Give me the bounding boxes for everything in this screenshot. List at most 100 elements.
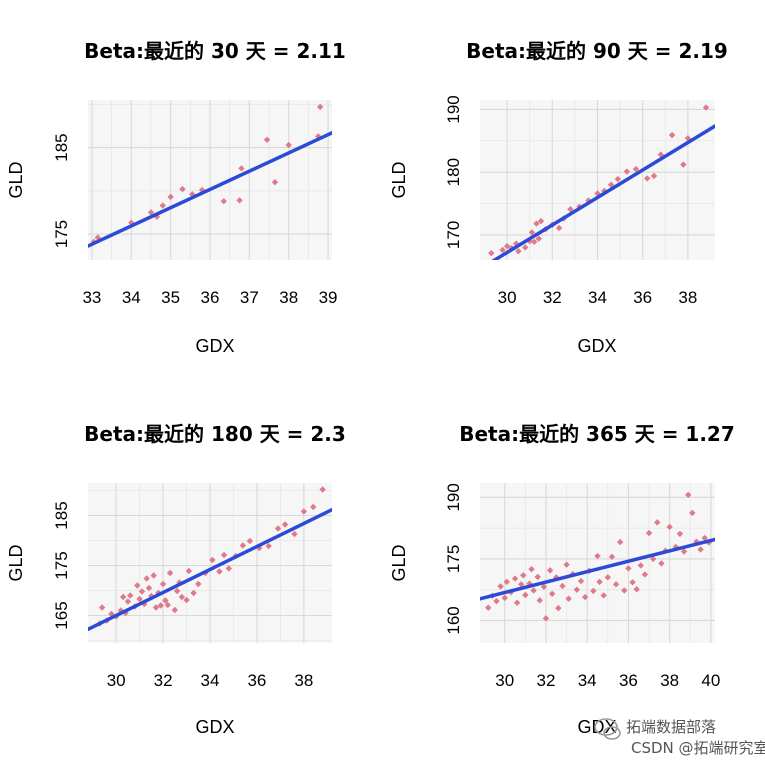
watermark-source: CSDN @拓端研究室 (631, 739, 765, 757)
x-tick-label: 36 (619, 671, 638, 690)
data-point (511, 575, 519, 582)
x-tick-label: 32 (543, 288, 562, 307)
data-point (555, 224, 563, 232)
data-point (136, 595, 143, 603)
y-tick-label: 175 (52, 220, 71, 248)
data-point (650, 172, 658, 180)
data-point (515, 248, 522, 255)
regression-line (88, 131, 332, 248)
data-point (522, 591, 529, 599)
data-point (684, 135, 692, 142)
data-point (183, 596, 190, 604)
data-point (178, 593, 186, 601)
y-axis-label: GLD (389, 161, 409, 198)
y-tick-label: 170 (444, 221, 463, 249)
data-point (164, 601, 171, 609)
data-point (134, 582, 141, 589)
x-tick-label: 32 (537, 671, 556, 690)
data-point (528, 565, 535, 573)
data-point (147, 209, 155, 216)
data-point (159, 202, 166, 209)
data-point (573, 586, 581, 593)
data-point (614, 175, 622, 183)
data-point (159, 580, 167, 588)
y-tick-label: 185 (52, 501, 71, 529)
data-point (157, 602, 164, 609)
x-tick-label: 34 (588, 288, 607, 307)
data-point (520, 572, 527, 579)
chart-panel-1: 33 34 35 36 37 38 39 175 185 Beta:最近的 30 天 = 2.11… (6, 39, 346, 356)
chart-panel-3: 30 32 34 36 38 165 175 185 Beta:最近的 180 天 = 2.3 G… (6, 422, 346, 737)
x-tick-label: 30 (498, 288, 517, 307)
data-point (271, 178, 279, 186)
data-point (531, 238, 538, 246)
data-point (171, 606, 179, 614)
data-point (300, 508, 308, 515)
data-point (513, 599, 521, 606)
chart-title: Beta:最近的 365 天 = 1.27 (459, 422, 735, 446)
data-point (701, 534, 708, 542)
regression-line (480, 537, 715, 601)
data-point (195, 580, 202, 588)
data-point (488, 249, 495, 257)
plot-panels: 33 34 35 36 37 38 39 175 185 Beta:最近的 30 天 = 2.11… (6, 39, 735, 737)
y-tick-label: 190 (444, 95, 463, 123)
data-point (594, 552, 601, 560)
x-tick-label: 38 (660, 671, 679, 690)
x-tick-label: 30 (495, 671, 514, 690)
data-point (680, 161, 687, 168)
data-point (567, 205, 574, 213)
y-tick-label: 175 (52, 551, 71, 579)
wechat-logo-icon (594, 718, 621, 740)
data-point (310, 503, 317, 511)
data-point (537, 217, 545, 225)
x-axis-label: GDX (195, 717, 234, 737)
data-point (604, 574, 612, 581)
data-point (607, 181, 615, 188)
data-point (590, 587, 597, 595)
data-point (166, 569, 174, 577)
data-point (239, 542, 247, 549)
data-point (654, 519, 661, 526)
y-tick-label: 165 (52, 601, 71, 629)
data-point (623, 168, 631, 175)
x-tick-label: 32 (154, 671, 173, 690)
data-point (291, 530, 298, 538)
data-point (518, 581, 525, 588)
data-point (565, 595, 572, 602)
data-point (702, 104, 710, 111)
data-point (185, 567, 193, 575)
data-point (676, 530, 684, 538)
data-point (190, 589, 197, 597)
data-point (629, 579, 636, 586)
data-point (530, 587, 537, 594)
data-point (697, 546, 704, 553)
data-point (689, 509, 696, 517)
data-point (316, 103, 324, 111)
data-point (540, 583, 548, 590)
x-tick-label: 37 (240, 288, 259, 307)
data-point (632, 165, 640, 173)
data-point (246, 537, 254, 545)
data-point (285, 141, 292, 149)
data-point (150, 572, 157, 579)
x-tick-label: 34 (578, 671, 597, 690)
data-point (138, 588, 146, 595)
y-tick-label: 190 (444, 483, 463, 511)
data-point (281, 521, 289, 528)
data-point (621, 587, 628, 594)
x-axis-label: GDX (195, 336, 234, 356)
x-tick-label: 39 (319, 288, 338, 307)
data-point (173, 587, 181, 595)
data-point (493, 597, 500, 605)
data-point (145, 584, 153, 592)
x-tick-label: 36 (247, 671, 266, 690)
y-axis-label: GLD (6, 544, 26, 581)
chart-panel-4: 30 32 34 36 38 40 160 175 190 Beta:最近的 365 天 = 1.… (389, 422, 735, 737)
x-tick-label: 34 (122, 288, 141, 307)
data-point (167, 193, 174, 201)
data-point (179, 185, 186, 193)
data-point (503, 242, 511, 250)
data-point (274, 525, 282, 532)
